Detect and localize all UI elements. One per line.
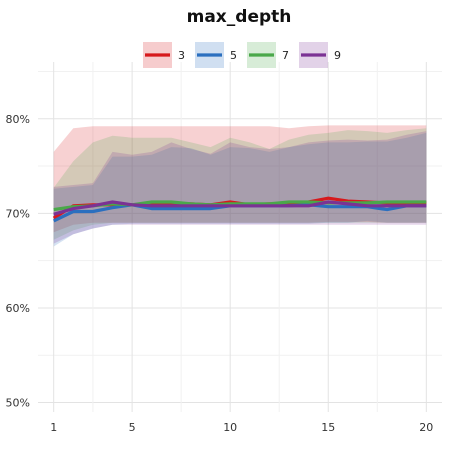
x-tick-label: 1 <box>50 421 57 434</box>
band-series-9 <box>53 131 427 244</box>
y-tick-label: 70% <box>6 207 30 220</box>
x-tick-label: 15 <box>321 421 335 434</box>
legend: 3 5 7 9 <box>143 42 341 68</box>
chart-title: max_depth <box>187 7 292 27</box>
legend-label: 5 <box>230 49 237 62</box>
legend-label: 3 <box>178 49 185 62</box>
tick-labels: 50%60%70%80%1 5 10 15 20 <box>6 113 434 434</box>
x-tick-label: 10 <box>223 421 237 434</box>
line-series-9 <box>53 200 427 216</box>
x-tick-label: 20 <box>419 421 433 434</box>
grid <box>38 62 442 412</box>
legend-label: 7 <box>282 49 289 62</box>
legend-item-5[interactable]: 5 <box>195 42 237 68</box>
y-tick-label: 60% <box>6 302 30 315</box>
band-series-7 <box>53 128 427 240</box>
legend-item-9[interactable]: 9 <box>299 42 341 68</box>
band-series-5 <box>53 132 427 247</box>
y-tick-label: 50% <box>6 397 30 410</box>
legend-item-7[interactable]: 7 <box>247 42 289 68</box>
legend-item-3[interactable]: 3 <box>143 42 185 68</box>
legend-label: 9 <box>334 49 341 62</box>
series-lines <box>52 196 427 223</box>
x-tick-label: 5 <box>129 421 136 434</box>
y-tick-label: 80% <box>6 113 30 126</box>
confidence-bands <box>53 125 427 247</box>
